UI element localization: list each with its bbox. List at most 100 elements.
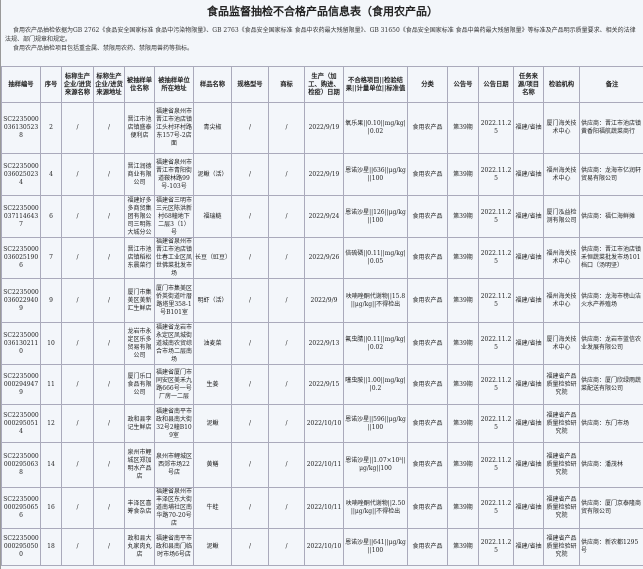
table-cell: 厦门海关技术中心 <box>543 322 580 365</box>
table-cell: 第39期 <box>447 528 479 566</box>
table-cell: / <box>231 195 269 238</box>
table-cell: 恩诺沙星||596||μg/kg||100 <box>343 404 408 443</box>
table-cell: 福建省龙岩市永定区凤城街道城南农贸综合市场二层南场 <box>154 322 194 365</box>
column-header: 检验机构 <box>543 66 580 103</box>
table-cell: / <box>268 442 305 488</box>
table-cell: 福建省产品质量检验研究院 <box>543 528 580 566</box>
table-cell: 福建省产品质量检验研究院 <box>543 404 580 443</box>
table-cell: 泉州市鲤城区西郊市场22号店 <box>154 442 194 488</box>
column-header: 样品名称 <box>193 66 232 103</box>
intro-text: 食用农产品抽检依据为GB 2762《食品安全国家标准 食品中污染物限量》、GB … <box>5 26 637 53</box>
column-header: 规格型号 <box>231 66 269 103</box>
table-cell: 2 <box>40 102 62 154</box>
table-cell: 恩诺沙星||636||μg/kg||100 <box>343 153 408 196</box>
table-cell: / <box>93 364 125 405</box>
table-cell: 泥鳅（活） <box>193 153 232 196</box>
table-cell: SC22350000002950638 <box>1 442 41 488</box>
table-cell: 政和县李记生鲜店 <box>124 404 155 443</box>
table-cell: 2022.11.25 <box>478 442 514 488</box>
table-cell: 福州海关技术中心 <box>543 278 580 323</box>
table-cell: 福建/省抽 <box>513 442 544 488</box>
table-cell: 食用农产品 <box>407 442 448 488</box>
table-cell: 福建/省抽 <box>513 278 544 323</box>
page-title: 食品监督抽检不合格产品信息表（食用农产品） <box>207 5 438 18</box>
table-cell: 福建/省抽 <box>513 237 544 279</box>
column-header: 标称生产企业/进货来源名称 <box>61 66 94 103</box>
table-cell: 第39期 <box>447 442 479 488</box>
table-cell: 晋江市池店镇盛泰便利店 <box>124 102 155 154</box>
table-cell: 供应商：东门市场 <box>579 404 643 443</box>
table-cell: 厦门市集美区美新汇生鲜店 <box>124 278 155 323</box>
table-cell: 供应商：厦门欣绿雨蔬菜配送有限公司 <box>579 364 643 405</box>
table-cell: 福建省产品质量检验研究院 <box>543 364 580 405</box>
table-cell: 政和县大丸家肉丸店 <box>124 528 155 566</box>
intro-paragraph: 食用农产品抽检项目包括重金属、禁限用农药、禁限用兽药等指标。 <box>13 45 194 52</box>
column-header: 被抽样单位所在地址 <box>154 66 194 103</box>
table-cell: SC22350000002950500 <box>1 528 41 566</box>
table-cell: 2022/10/11 <box>304 487 344 529</box>
column-header: 公告号 <box>447 66 479 103</box>
table-cell: 2022/10/11 <box>304 442 344 488</box>
table-cell: 2022.11.25 <box>478 364 514 405</box>
table-cell: 福建/省抽 <box>513 153 544 196</box>
table-cell: 供应商：龙海市亿润轩贸易有限公司 <box>579 153 643 196</box>
table-cell: 青尖椒 <box>193 102 232 154</box>
table-cell: 2022/9/9 <box>304 278 344 323</box>
table-cell: 泥鳅 <box>193 404 232 443</box>
table-cell: 食用农产品 <box>407 102 448 154</box>
table-cell: 福建省南平市政和县南大街32号2幢B109室 <box>154 404 194 443</box>
table-cell: 明虾（活） <box>193 278 232 323</box>
table-cell: 油麦菜 <box>193 322 232 365</box>
table-cell: 福州海关技术中心 <box>543 237 580 279</box>
table-cell: / <box>93 237 125 279</box>
table-cell: 食用农产品 <box>407 278 448 323</box>
table-cell: 10 <box>40 322 62 365</box>
table-cell: 2022.11.25 <box>478 237 514 279</box>
table-cell: 9 <box>40 278 62 323</box>
table-cell: 厦门泓益检测有限公司 <box>543 195 580 238</box>
intro-paragraph: 食用农产品抽检依据为GB 2762《食品安全国家标准 食品中污染物限量》、GB … <box>5 27 636 43</box>
table-cell: 长豆（豇豆） <box>193 237 232 279</box>
unqualified-products-table: 抽样编号 序号 标称生产企业/进货来源名称 标称生产企业/进货来源地址 被抽样单位名称被… <box>1 66 643 566</box>
table-cell: / <box>61 487 94 529</box>
table-row: SC22350000002950638 14// 泉州市鲤城区郑加明水产品店 泉州市鲤… <box>1 442 643 488</box>
table-cell: / <box>231 487 269 529</box>
table-cell: / <box>61 153 94 196</box>
table-cell: 晋江润德商业有限公司 <box>124 153 155 196</box>
table-cell: 第39期 <box>447 364 479 405</box>
table-cell: 福建/省抽 <box>513 528 544 566</box>
table-cell: / <box>93 278 125 323</box>
table-cell: 食用农产品 <box>407 195 448 238</box>
table-cell: 2022.11.25 <box>478 487 514 529</box>
table-cell: 厦门乐口食品有限公司 <box>124 364 155 405</box>
table-cell: 2022.11.25 <box>478 528 514 566</box>
table-cell: / <box>61 364 94 405</box>
table-cell: 第39期 <box>447 404 479 443</box>
table-cell: 泥鳅 <box>193 528 232 566</box>
table-cell: 供应商：福仁海鲜摊 <box>579 195 643 238</box>
table-cell: 第39期 <box>447 153 479 196</box>
table-cell: 2022.11.25 <box>478 278 514 323</box>
table-cell: 福建好多多商贸集团有限公司三明陈大城分公 <box>124 195 155 238</box>
column-header: 任务来源/项目名称 <box>513 66 544 103</box>
table-cell: 氟虫腈||0.11||mg/kg||0.02 <box>343 322 408 365</box>
table-cell: 龙岩市永定区乐多贸易有限公司 <box>124 322 155 365</box>
table-cell: 第39期 <box>447 195 479 238</box>
table-cell: 2022/9/15 <box>304 364 344 405</box>
table-header-row: 抽样编号 序号 标称生产企业/进货来源名称 标称生产企业/进货来源地址 被抽样单位名称被… <box>1 66 643 103</box>
table-cell: 噻虫胺||1.00||mg/kg||0.2 <box>343 364 408 405</box>
table-cell: / <box>268 102 305 154</box>
table-cell: 福建/省抽 <box>513 195 544 238</box>
table-row: SC22350000371146437 6// 福建好多多商贸集团有限公司三明陈大城… <box>1 195 643 238</box>
table-cell: / <box>93 322 125 365</box>
table-cell: / <box>268 364 305 405</box>
column-header: 标称生产企业/进货来源地址 <box>93 66 125 103</box>
table-cell: 食用农产品 <box>407 322 448 365</box>
table-cell: 第39期 <box>447 278 479 323</box>
table-cell: / <box>61 322 94 365</box>
table-cell: SC22350000361305238 <box>1 102 41 154</box>
table-cell: 福建/省抽 <box>513 102 544 154</box>
table-cell: 恩诺沙星||641||μg/kg||100 <box>343 528 408 566</box>
table-cell: / <box>268 487 305 529</box>
